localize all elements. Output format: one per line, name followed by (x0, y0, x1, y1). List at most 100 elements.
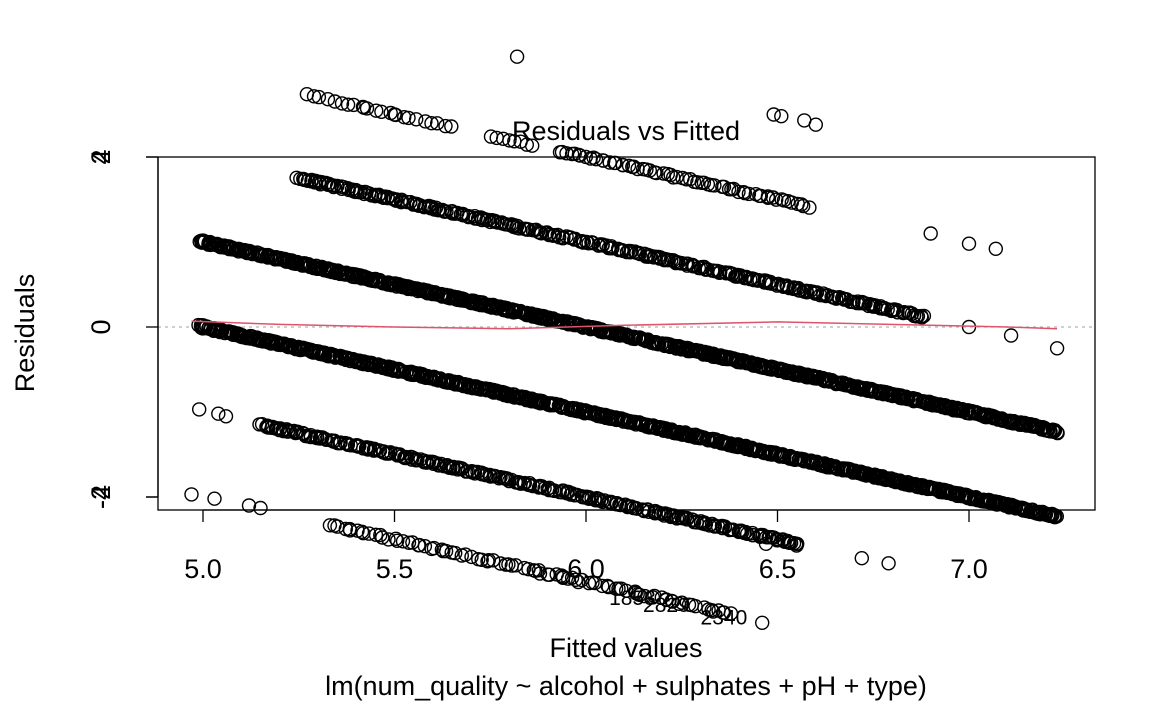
outlier-point (659, 592, 674, 608)
data-point (774, 108, 789, 124)
y-tick-label: -2 (86, 485, 116, 509)
data-point (738, 524, 753, 540)
data-point (595, 494, 610, 510)
data-point (354, 524, 370, 539)
x-axis-label: Fitted values (549, 633, 702, 663)
data-point (1049, 425, 1065, 440)
data-point (390, 533, 405, 548)
data-point (766, 107, 781, 122)
data-point (1047, 423, 1063, 438)
data-point (327, 94, 343, 109)
data-point (502, 133, 517, 148)
data-point (211, 406, 226, 421)
data-point (368, 527, 384, 542)
data-point (796, 198, 811, 214)
data-point (502, 473, 517, 489)
y-axis-label: Residuals (10, 274, 40, 393)
data-point (916, 308, 932, 324)
data-point (794, 197, 809, 212)
outlier-point (716, 605, 732, 620)
data-point (306, 89, 322, 104)
data-point (428, 200, 444, 216)
data-point (380, 190, 395, 206)
data-point (707, 178, 722, 193)
data-point (615, 157, 630, 173)
data-point (706, 604, 721, 619)
data-point (1047, 508, 1063, 523)
data-point (554, 568, 569, 583)
data-point (892, 474, 908, 489)
data-point (1003, 328, 1019, 343)
data-point (438, 118, 453, 134)
data-point (458, 547, 473, 562)
data-point (411, 538, 426, 553)
data-point (761, 529, 776, 545)
data-point (854, 466, 869, 481)
data-point (322, 518, 338, 533)
data-point (430, 116, 445, 131)
data-point (464, 549, 479, 565)
data-point (690, 175, 705, 190)
data-point (281, 423, 296, 438)
data-point (218, 409, 234, 424)
data-point (333, 435, 348, 450)
data-point (508, 558, 523, 573)
data-point (656, 166, 671, 181)
data-point (474, 552, 489, 567)
data-point (1049, 341, 1065, 356)
data-point (769, 192, 784, 207)
data-point (707, 349, 723, 365)
y-axis: -4-2 0 24 (86, 149, 159, 509)
data-point (334, 96, 350, 111)
data-point (360, 442, 376, 457)
data-point (395, 534, 411, 549)
data-point (854, 551, 869, 566)
data-point (512, 221, 527, 236)
data-point (688, 599, 703, 614)
data-point (820, 373, 835, 389)
data-point (572, 148, 588, 163)
data-point (760, 189, 776, 204)
data-point (211, 237, 226, 252)
data-point (542, 567, 557, 582)
data-point (757, 359, 772, 374)
data-point (418, 114, 433, 129)
data-point (605, 240, 620, 256)
data-point (184, 487, 199, 502)
data-point (401, 110, 416, 126)
data-point (253, 500, 268, 516)
data-point (519, 137, 534, 152)
data-point (765, 190, 781, 205)
model-formula-subtitle: lm(num_quality ~ alcohol + sulphates + p… (325, 671, 927, 701)
data-point (741, 186, 757, 202)
data-point (490, 215, 505, 230)
x-tick-label: 6.0 (567, 554, 605, 584)
chart-title: Residuals vs Fitted (512, 116, 740, 146)
data-point (532, 566, 548, 581)
data-point (789, 538, 804, 553)
data-point (881, 556, 896, 571)
data-point (571, 574, 586, 590)
data-point (280, 424, 295, 439)
y-tick-label: 2 (86, 149, 116, 164)
data-point (586, 150, 601, 165)
data-point (946, 403, 961, 418)
data-point (820, 460, 835, 475)
data-point (191, 402, 207, 417)
data-point (467, 466, 483, 481)
data-point (388, 531, 404, 546)
data-point (723, 606, 739, 621)
data-point (1042, 508, 1057, 523)
x-tick-label: 5.5 (376, 554, 414, 584)
data-point (429, 456, 444, 471)
data-point (346, 97, 361, 113)
data-point (977, 409, 992, 424)
data-point (809, 285, 825, 300)
data-point (802, 200, 817, 215)
data-point (311, 89, 327, 105)
data-point (525, 478, 541, 494)
data-point (646, 250, 661, 265)
